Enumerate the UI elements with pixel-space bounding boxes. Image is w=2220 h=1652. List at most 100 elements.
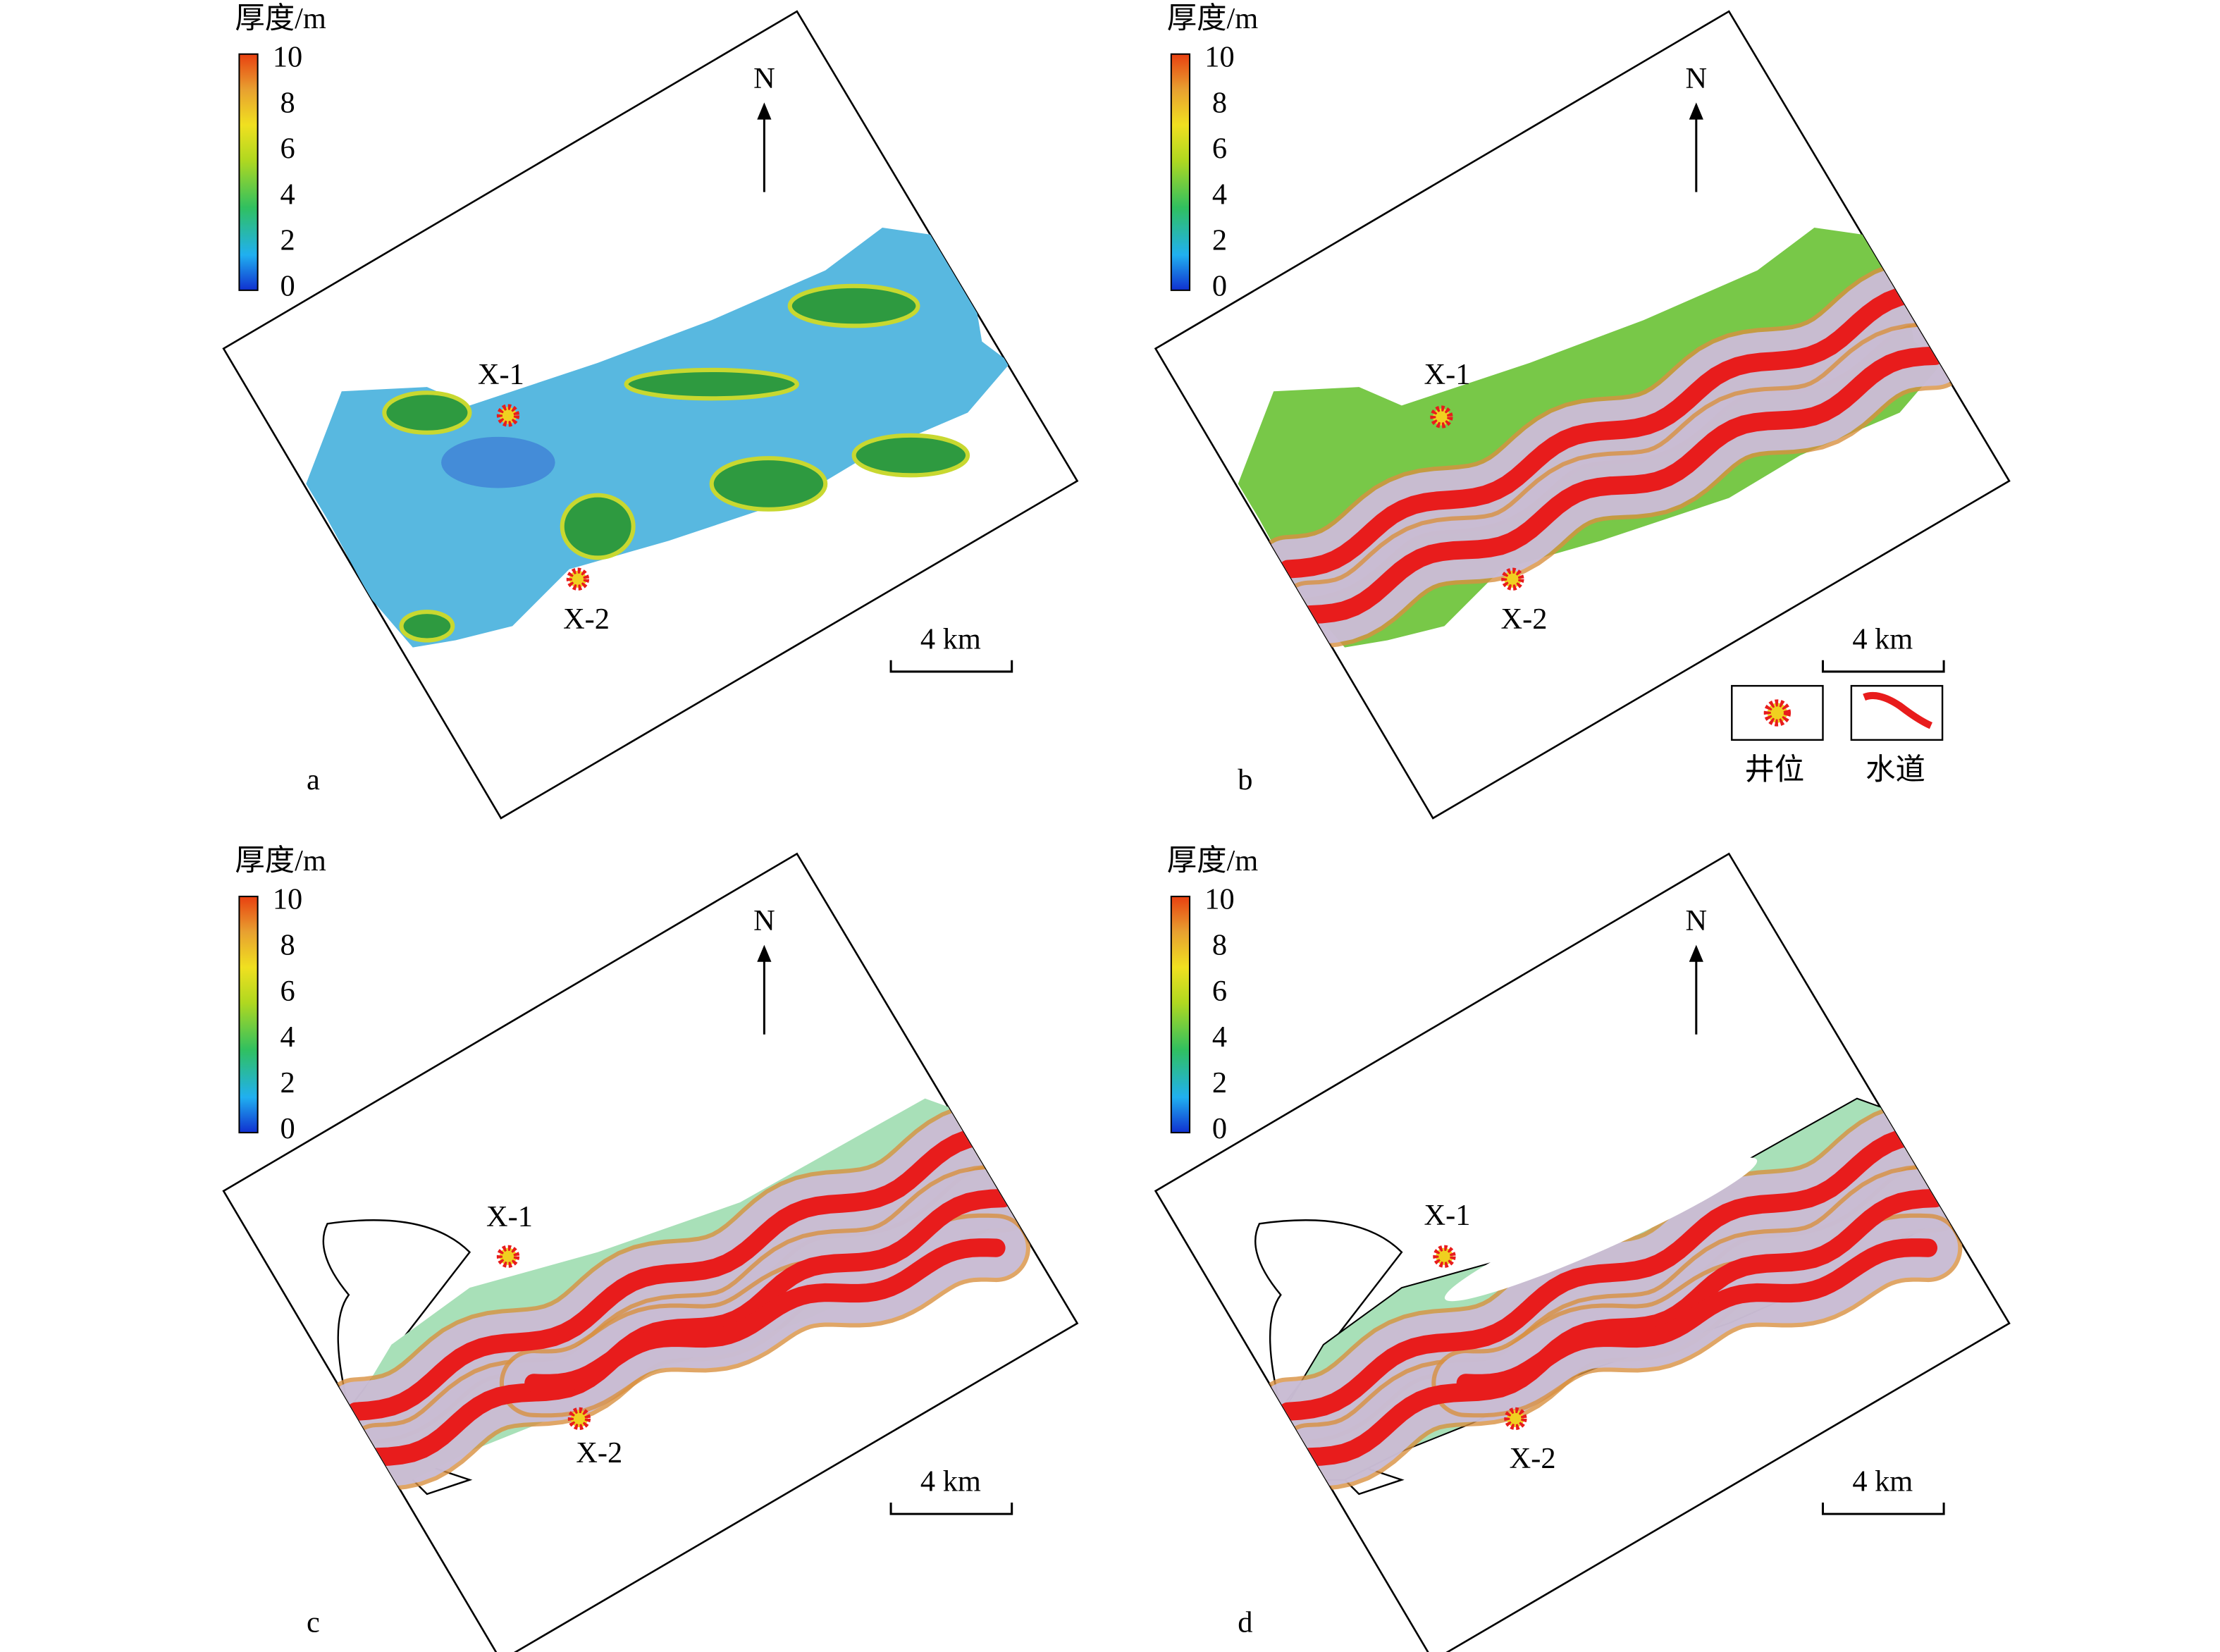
map-frame bbox=[222, 10, 1079, 820]
colorbar bbox=[1170, 53, 1191, 291]
panel: 厚度/m 10 8 6 4 2 0 N 4 km X-1 X-2 b bbox=[1154, 2, 2011, 820]
colorbar-title: 厚度/m bbox=[235, 844, 326, 877]
panel-label: b bbox=[1238, 763, 1252, 796]
well-marker bbox=[1501, 567, 1524, 591]
colorbar-title: 厚度/m bbox=[1167, 844, 1259, 877]
channel bbox=[346, 1124, 1013, 1421]
colorbar-tick-label: 2 bbox=[280, 224, 295, 257]
colorbar-tick-label: 4 bbox=[1212, 178, 1227, 211]
colorbar-tick-label: 4 bbox=[280, 178, 295, 211]
map-frame bbox=[1154, 10, 2011, 820]
north-arrow-head bbox=[1689, 102, 1703, 120]
scale-label: 4 km bbox=[920, 1465, 981, 1498]
scale-bar bbox=[1821, 1503, 1945, 1515]
colorbar-tick-label: 2 bbox=[1212, 1066, 1227, 1099]
well-marker bbox=[496, 1245, 520, 1268]
colorbar-tick-label: 10 bbox=[273, 41, 302, 74]
legend-box bbox=[1731, 684, 1824, 741]
colorbar-tick-label: 4 bbox=[1212, 1021, 1227, 1054]
map-area bbox=[321, 1098, 1038, 1496]
colorbar-tick-label: 6 bbox=[280, 132, 295, 166]
thick-zone bbox=[709, 456, 828, 512]
thick-zone bbox=[382, 390, 472, 435]
channel bbox=[1278, 282, 1945, 579]
colorbar-tick-label: 0 bbox=[1212, 1112, 1227, 1145]
well-marker bbox=[1504, 1407, 1527, 1431]
colorbar-tick-label: 8 bbox=[280, 87, 295, 120]
thick-zone bbox=[624, 367, 799, 401]
colorbar-tick-label: 0 bbox=[1212, 270, 1227, 303]
colorbar bbox=[238, 53, 259, 291]
colorbar-tick-label: 8 bbox=[1212, 929, 1227, 962]
colorbar-tick-label: 0 bbox=[280, 270, 295, 303]
legend: 井位 水道 bbox=[1731, 684, 1944, 787]
colorbar-tick-label: 6 bbox=[280, 975, 295, 1008]
colorbar-tick-label: 10 bbox=[1204, 883, 1234, 916]
scale-label: 4 km bbox=[1852, 622, 1913, 655]
scale-bar bbox=[1821, 660, 1945, 673]
thickness-area bbox=[306, 228, 1011, 648]
well-label: X-1 bbox=[478, 358, 524, 391]
thick-zone bbox=[787, 283, 920, 328]
panel-label: c bbox=[307, 1605, 320, 1639]
well-marker bbox=[567, 1407, 591, 1431]
north-label: N bbox=[753, 62, 775, 95]
colorbar bbox=[238, 895, 259, 1134]
map-area bbox=[306, 228, 1011, 648]
legend-box bbox=[1850, 684, 1944, 741]
channel bbox=[1278, 1124, 1945, 1421]
colorbar-tick-label: 8 bbox=[280, 929, 295, 962]
panel: 厚度/m 10 8 6 4 2 0 N 4 km X-1 X-2 a bbox=[222, 2, 1079, 820]
colorbar-tick-label: 2 bbox=[280, 1066, 295, 1099]
well-marker bbox=[1433, 1245, 1456, 1268]
gap bbox=[1444, 1157, 1758, 1302]
well-label: X-2 bbox=[1501, 603, 1548, 636]
colorbar-tick-label: 6 bbox=[1212, 132, 1227, 166]
low-zone bbox=[441, 436, 555, 488]
well-marker bbox=[566, 567, 590, 591]
north-label: N bbox=[753, 904, 775, 937]
thick-zone bbox=[399, 610, 455, 643]
north-arrow-head bbox=[757, 102, 772, 120]
colorbar bbox=[1170, 895, 1191, 1134]
thick-zone bbox=[851, 433, 970, 478]
north-arrow-head bbox=[1689, 944, 1703, 962]
map-area bbox=[1253, 1097, 1970, 1496]
legend-well-icon bbox=[1763, 699, 1792, 727]
colorbar-tick-label: 10 bbox=[273, 883, 302, 916]
panel-label: a bbox=[307, 763, 320, 796]
colorbar-title: 厚度/m bbox=[1167, 2, 1259, 35]
scale-bar bbox=[889, 1503, 1013, 1515]
north-label: N bbox=[1686, 62, 1708, 95]
legend-label: 井位 bbox=[1744, 753, 1804, 787]
scale-label: 4 km bbox=[1852, 1465, 1913, 1498]
colorbar-tick-label: 0 bbox=[280, 1112, 295, 1145]
scale-label: 4 km bbox=[920, 622, 981, 655]
panel-label: d bbox=[1238, 1605, 1252, 1639]
well-marker bbox=[1430, 405, 1453, 429]
legend-label: 水道 bbox=[1866, 753, 1925, 787]
well-label: X-2 bbox=[1510, 1442, 1556, 1475]
colorbar-title: 厚度/m bbox=[235, 2, 326, 35]
channel bbox=[524, 1238, 1006, 1393]
map-frame bbox=[222, 852, 1079, 1652]
well-label: X-2 bbox=[563, 603, 610, 636]
channel bbox=[1300, 1188, 1945, 1467]
well-label: X-2 bbox=[576, 1436, 622, 1469]
colorbar-tick-label: 6 bbox=[1212, 975, 1227, 1008]
map-area bbox=[1238, 228, 1970, 649]
channel bbox=[1300, 346, 1945, 624]
colorbar-tick-label: 10 bbox=[1204, 41, 1234, 74]
colorbar-tick-label: 4 bbox=[280, 1021, 295, 1054]
channel bbox=[1456, 1238, 1938, 1393]
panel: 厚度/m 10 8 6 4 2 0 N 4 km X-1 X-2 d bbox=[1154, 844, 2011, 1652]
thick-zone bbox=[560, 493, 636, 560]
channel bbox=[368, 1188, 1013, 1467]
map-frame bbox=[1154, 852, 2011, 1652]
well-label: X-1 bbox=[486, 1200, 533, 1233]
scale-bar bbox=[889, 660, 1013, 673]
well-label: X-1 bbox=[1424, 1199, 1471, 1232]
